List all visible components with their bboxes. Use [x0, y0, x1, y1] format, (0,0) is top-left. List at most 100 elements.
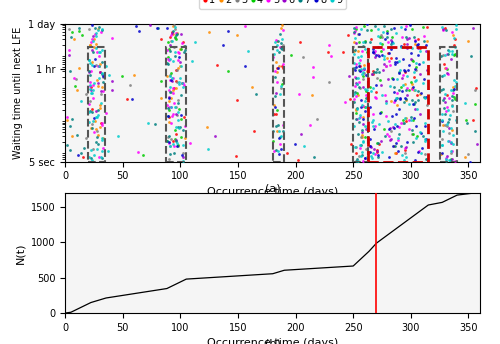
- Point: [402, 148, 409, 153]
- Point: [276, 135, 284, 140]
- Point: [361, 38, 369, 44]
- Point: [382, 100, 390, 106]
- Point: [179, 127, 187, 132]
- Point: [449, 84, 457, 89]
- Point: [167, 120, 175, 126]
- Point: [469, 117, 477, 122]
- Point: [360, 66, 368, 72]
- Point: [74, 153, 82, 158]
- Point: [89, 119, 97, 124]
- Point: [366, 36, 374, 41]
- Point: [356, 79, 364, 85]
- Point: [172, 138, 180, 143]
- Point: [408, 86, 416, 92]
- Point: [270, 138, 278, 143]
- Legend: 1, 2, 3, 4, 5, 6, 7, 8, 9: 1, 2, 3, 4, 5, 6, 7, 8, 9: [198, 0, 346, 9]
- Point: [164, 25, 172, 31]
- Point: [276, 44, 284, 49]
- Point: [441, 66, 449, 71]
- Point: [92, 50, 100, 55]
- Point: [91, 25, 99, 31]
- Point: [94, 63, 102, 68]
- Point: [368, 153, 376, 159]
- Point: [178, 80, 186, 85]
- Point: [472, 87, 480, 93]
- Point: [270, 129, 278, 134]
- Point: [368, 86, 376, 91]
- Point: [390, 85, 398, 90]
- Point: [277, 45, 285, 51]
- Point: [388, 37, 396, 43]
- Point: [353, 81, 361, 86]
- Point: [144, 120, 152, 126]
- Point: [390, 97, 398, 103]
- Point: [462, 117, 470, 122]
- Point: [99, 136, 107, 141]
- Point: [373, 75, 381, 81]
- Point: [248, 84, 256, 90]
- Point: [252, 92, 260, 97]
- Point: [175, 126, 183, 131]
- Point: [270, 52, 278, 57]
- Point: [374, 44, 382, 50]
- Point: [462, 120, 470, 126]
- Point: [445, 157, 453, 162]
- Point: [370, 68, 378, 74]
- Point: [172, 36, 179, 41]
- Point: [376, 110, 384, 115]
- Point: [437, 88, 445, 93]
- Point: [389, 76, 397, 82]
- Point: [403, 36, 411, 42]
- Point: [366, 136, 374, 142]
- Point: [367, 88, 375, 94]
- Point: [168, 38, 175, 44]
- Point: [381, 36, 389, 42]
- Point: [168, 78, 176, 84]
- Point: [89, 88, 97, 93]
- Point: [448, 149, 456, 154]
- Point: [169, 90, 177, 95]
- Point: [372, 89, 380, 95]
- Point: [175, 79, 183, 85]
- Point: [361, 104, 369, 109]
- Point: [92, 135, 100, 140]
- Point: [361, 155, 369, 160]
- Point: [443, 92, 451, 98]
- Point: [447, 156, 455, 162]
- Point: [356, 67, 364, 73]
- Point: [402, 81, 409, 87]
- Point: [96, 69, 104, 75]
- Point: [73, 87, 81, 93]
- Point: [386, 50, 394, 55]
- Point: [272, 93, 280, 98]
- Point: [464, 151, 472, 157]
- Text: (a): (a): [264, 184, 280, 194]
- Point: [471, 101, 479, 107]
- Point: [379, 29, 387, 34]
- Point: [272, 37, 280, 43]
- Point: [273, 108, 281, 113]
- Point: [88, 47, 96, 53]
- Point: [450, 87, 458, 93]
- Point: [416, 130, 424, 135]
- Point: [366, 143, 374, 149]
- Point: [85, 154, 93, 159]
- Point: [390, 143, 398, 149]
- Point: [102, 110, 110, 116]
- Point: [93, 115, 101, 120]
- Point: [413, 133, 421, 139]
- Point: [372, 69, 380, 75]
- Point: [368, 119, 376, 125]
- Point: [392, 55, 400, 60]
- Point: [272, 147, 280, 152]
- Point: [98, 28, 106, 33]
- Point: [362, 72, 370, 77]
- Point: [404, 85, 411, 90]
- Point: [442, 99, 450, 105]
- Point: [86, 108, 94, 114]
- Point: [369, 46, 377, 51]
- Point: [363, 49, 371, 55]
- Point: [96, 91, 104, 97]
- Point: [406, 62, 413, 68]
- Point: [366, 144, 374, 149]
